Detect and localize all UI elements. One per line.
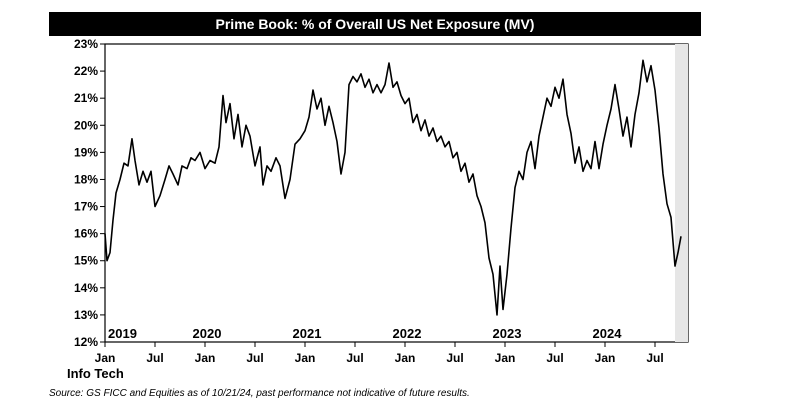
x-tick-label: Jul xyxy=(646,351,663,365)
y-tick-label: 14% xyxy=(74,281,98,295)
y-tick-label: 13% xyxy=(74,308,98,322)
chart-title: Prime Book: % of Overall US Net Exposure… xyxy=(49,12,701,36)
x-tick-label: Jul xyxy=(346,351,363,365)
year-labels: 2019 2020 2021 2022 2023 2024 xyxy=(108,326,622,341)
x-tick-label: Jan xyxy=(395,351,416,365)
y-tick-label: 18% xyxy=(74,172,98,186)
x-tick-label: Jul xyxy=(546,351,563,365)
x-tick-label: Jul xyxy=(446,351,463,365)
y-tick-label: 23% xyxy=(74,37,98,51)
year-label: 2021 xyxy=(293,326,322,341)
source-note: Source: GS FICC and Equities as of 10/21… xyxy=(49,388,470,399)
y-tick-label: 22% xyxy=(74,64,98,78)
x-tick-label: Jan xyxy=(95,351,116,365)
y-axis: 12% 13% 14% 15% 16% 17% 18% 19% 20% 21% 22% 23% xyxy=(74,37,105,349)
x-tick-label: Jan xyxy=(495,351,516,365)
y-tick-label: 12% xyxy=(74,335,98,349)
year-label: 2020 xyxy=(193,326,222,341)
year-label: 2023 xyxy=(493,326,522,341)
y-tick-label: 19% xyxy=(74,145,98,159)
x-tick-label: Jan xyxy=(595,351,616,365)
y-tick-label: 20% xyxy=(74,118,98,132)
year-label: 2019 xyxy=(108,326,137,341)
year-label: 2024 xyxy=(593,326,623,341)
shaded-region xyxy=(675,44,688,342)
y-tick-label: 15% xyxy=(74,254,98,268)
plot-area xyxy=(104,43,689,343)
x-tick-label: Jan xyxy=(195,351,216,365)
x-tick-label: Jul xyxy=(246,351,263,365)
y-tick-label: 16% xyxy=(74,227,98,241)
x-tick-label: Jul xyxy=(146,351,163,365)
x-tick-label: Jan xyxy=(295,351,316,365)
series-label: Info Tech xyxy=(67,366,124,381)
y-tick-label: 17% xyxy=(74,200,98,214)
year-label: 2022 xyxy=(393,326,422,341)
series-line-info-tech xyxy=(104,59,682,316)
x-axis: Jan Jul Jan Jul Jan Jul Jan Jul Jan Jul Jan Jul xyxy=(95,342,664,365)
y-tick-label: 21% xyxy=(74,91,98,105)
